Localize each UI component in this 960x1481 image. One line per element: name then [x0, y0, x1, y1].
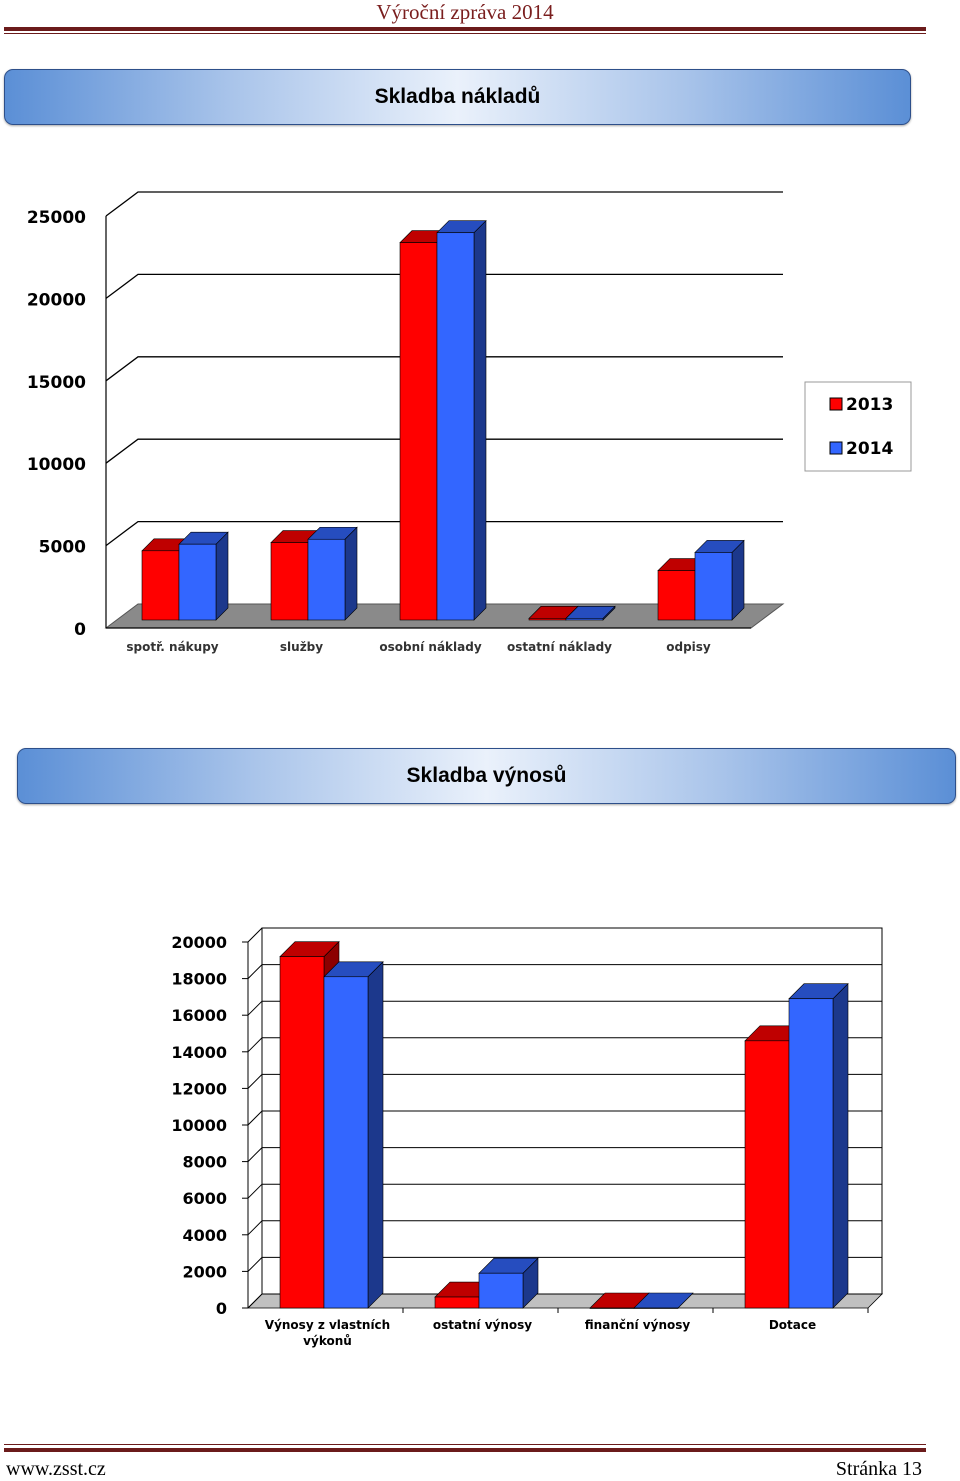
revenue-banner: Skladba výnosů — [17, 748, 956, 804]
bar — [694, 539, 745, 621]
bar — [633, 1292, 694, 1309]
revenue-chart: 0 2000 4000 6000 8000 10000 12000 14000 16000 180… — [171, 927, 883, 1348]
bar — [323, 961, 384, 1309]
gridline — [247, 1256, 882, 1272]
y-tick-label: 0 — [74, 620, 86, 640]
gridline — [247, 1073, 882, 1089]
gridline — [247, 927, 882, 943]
gridline — [105, 273, 783, 299]
gridline — [247, 1037, 882, 1053]
revenue-banner-title: Skladba výnosů — [406, 764, 567, 787]
costs-chart: 0 5000 10000 15000 20000 25000 spotř. nákupy sl… — [27, 191, 912, 654]
x-tick-label: Dotace — [769, 1318, 816, 1332]
gridline — [247, 1220, 882, 1236]
y-tick-label: 4000 — [182, 1226, 227, 1245]
page-footer: www.zsst.cz Stránka 13 — [0, 1440, 960, 1480]
gridline — [105, 438, 783, 464]
legend-label: 2014 — [846, 439, 893, 459]
bar — [436, 219, 487, 621]
y-tick-label: 5000 — [39, 538, 86, 558]
footer-page-number: Stránka 13 — [835, 1458, 922, 1480]
bar — [178, 531, 229, 621]
x-tick-label: služby — [280, 640, 323, 654]
x-tick-label: spotř. nákupy — [126, 640, 218, 654]
document-title: Výroční zpráva 2014 — [376, 0, 554, 24]
legend-swatch — [829, 397, 843, 411]
y-tick-label: 6000 — [182, 1189, 227, 1208]
y-tick-label: 2000 — [182, 1262, 227, 1281]
y-tick-label: 20000 — [171, 933, 227, 952]
y-tick-label: 16000 — [171, 1006, 227, 1025]
x-tick-label: ostatní náklady — [507, 640, 612, 654]
y-tick-label: 10000 — [27, 455, 86, 475]
costs-banner-title: Skladba nákladů — [374, 85, 541, 108]
header-rule-thin — [4, 33, 926, 34]
y-tick-label: 20000 — [27, 290, 86, 310]
x-tick-label: Výnosy z vlastních — [265, 1318, 390, 1332]
x-tick-label: finanční výnosy — [585, 1318, 691, 1332]
bar — [307, 526, 358, 621]
page-header: Výroční zpráva 2014 — [0, 0, 960, 38]
gridline — [105, 191, 783, 217]
footer-rule-thin — [4, 1444, 926, 1445]
costs-banner: Skladba nákladů — [4, 69, 911, 125]
x-tick-label: odpisy — [666, 640, 711, 654]
gridline — [247, 1000, 882, 1016]
gridline — [247, 1147, 882, 1162]
gridline — [105, 520, 783, 547]
y-tick-label: 14000 — [171, 1043, 227, 1062]
gridline — [247, 964, 882, 979]
y-tick-label: 8000 — [182, 1153, 227, 1172]
bar — [478, 1257, 539, 1309]
footer-rule — [4, 1448, 926, 1452]
footer-website: www.zsst.cz — [6, 1458, 106, 1480]
legend-box — [804, 381, 912, 472]
y-tick-label: 0 — [216, 1299, 227, 1318]
x-tick-label: osobní náklady — [379, 640, 481, 654]
x-tick-label: ostatní výnosy — [433, 1318, 532, 1332]
legend-label: 2013 — [846, 395, 893, 415]
y-tick-label: 15000 — [27, 373, 86, 393]
y-tick-label: 12000 — [171, 1079, 227, 1098]
gridline — [247, 1110, 882, 1126]
legend-swatch — [829, 441, 843, 455]
bar — [788, 983, 849, 1309]
x-tick-label: výkonů — [303, 1334, 352, 1348]
header-rule — [4, 27, 926, 31]
gridline — [247, 1183, 882, 1199]
y-tick-label: 10000 — [171, 1116, 227, 1135]
bar — [565, 605, 616, 621]
gridline — [105, 356, 783, 382]
y-tick-label: 18000 — [171, 970, 227, 989]
y-tick-label: 25000 — [27, 208, 86, 228]
